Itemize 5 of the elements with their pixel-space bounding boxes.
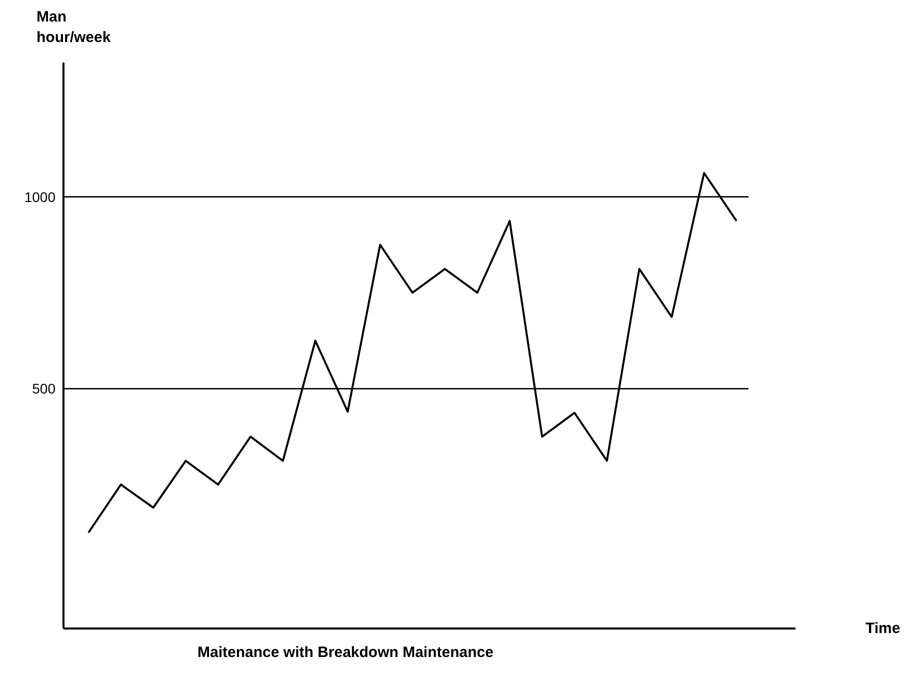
- y-axis-title: Man hour/week: [36, 8, 112, 46]
- y-tick-label: 1000: [24, 188, 56, 205]
- y-tick-label: 500: [32, 380, 56, 397]
- text: Maitenance with Breakdown Maintenance: [198, 644, 494, 661]
- text: Time: [866, 620, 900, 637]
